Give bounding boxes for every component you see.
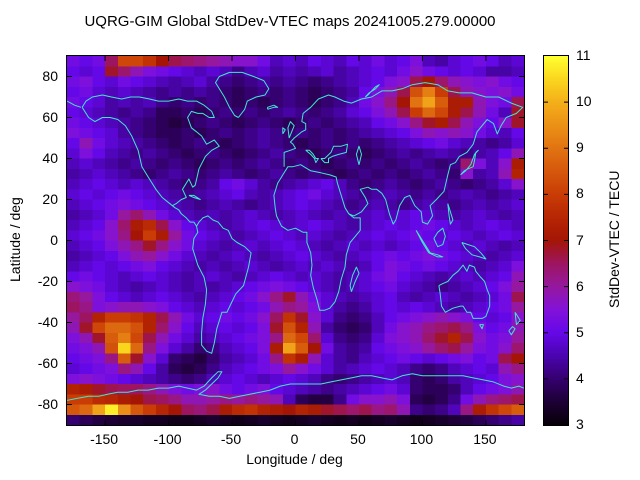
y-tick-label: -40 [37,313,58,330]
coastline-path [447,203,454,225]
x-tick-label: -150 [90,431,119,447]
coastline-path [479,324,484,330]
x-tick-label: -100 [153,431,182,447]
coastline-path [461,242,487,260]
coastline-path [355,145,362,165]
plot-area [66,55,525,426]
colorbar-tick-label: 7 [576,231,584,248]
y-tick-label: 80 [42,67,58,84]
coastline-overlay [67,71,524,401]
colorbar-tick-label: 8 [576,185,584,202]
coastline-path [81,94,220,207]
coastline-path [282,127,286,135]
colorbar-tick-label: 4 [576,369,584,386]
coastline-path [433,227,446,248]
x-tick-label: -50 [220,431,242,447]
y-tick-label: 40 [42,149,58,166]
coastline-path [460,149,479,176]
coastline-path [172,205,252,354]
colorbar-tick-label: 9 [576,139,584,156]
colorbar-ticks [544,101,568,380]
coastline-path [508,326,516,336]
coastline-path [305,149,319,164]
colorbar-tick-label: 5 [576,323,584,340]
x-tick-label: 0 [290,431,299,447]
colorbar-title: StdDev-VTEC / TECU [606,170,622,309]
coastline-path [67,371,524,401]
coastline-path [215,71,270,118]
colorbar-tick-label: 6 [576,277,584,294]
coastline-path [415,230,444,258]
coastline-path [364,84,380,98]
heatmap-canvas [67,56,524,425]
y-tick-label: -20 [37,272,58,289]
coastline-path [273,82,524,311]
coastline-path [188,194,201,200]
y-tick-label: 0 [50,231,58,248]
y-tick-label: 60 [42,108,58,125]
colorbar-tick-label: 3 [576,416,584,432]
y-tick-label: -80 [37,395,58,412]
colorbar-tick-label: 11 [576,47,591,63]
coastline-path [287,121,295,139]
coastline-path [67,100,82,108]
chart-title: UQRG-GIM Global StdDev-VTEC maps 2024100… [84,13,496,30]
x-tick-label: 100 [409,431,434,447]
x-tick-label: 150 [473,431,497,447]
axis-ticks [67,56,524,425]
coastline-path [514,312,521,326]
x-axis-title: Longitude / deg [246,451,343,467]
y-tick-label: 20 [42,190,58,207]
colorbar-tick-label: 10 [576,93,592,110]
coastline-path [349,266,360,292]
y-tick-label: -60 [37,354,58,371]
coastline-path [320,143,348,164]
coastline-path [438,264,491,319]
colorbar [543,55,569,426]
x-tick-label: 50 [350,431,366,447]
coastline-path [267,104,279,110]
